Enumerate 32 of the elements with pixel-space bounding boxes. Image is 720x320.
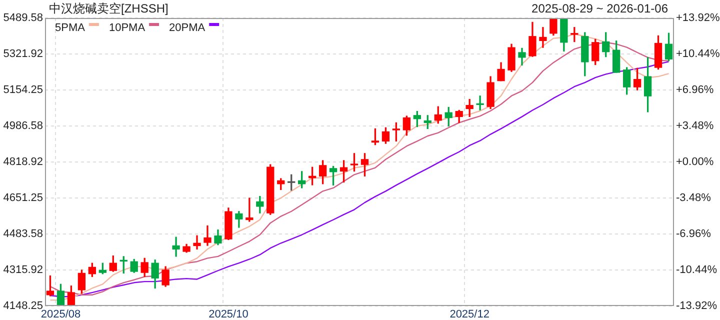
y-tick-label: 4148.25 (3, 300, 43, 312)
y2-tick-label: -6.96% (676, 228, 712, 240)
y2-tick-label: +3.48% (676, 120, 714, 132)
y2-tick-label: +0.00% (676, 156, 714, 168)
y-tick-label: 5489.58 (3, 12, 43, 24)
x-tick-label: 2025/12 (450, 308, 490, 320)
candlestick (246, 198, 254, 222)
y-tick-label: 4818.92 (3, 156, 43, 168)
y2-tick-label: +6.96% (676, 84, 714, 96)
candlestick (466, 98, 474, 118)
y-tick-label: 5321.92 (3, 48, 43, 60)
y2-tick-label: -10.44% (676, 264, 718, 276)
y-tick-label: 4651.25 (3, 192, 43, 204)
chart-subtitle: 2025-08-29 ~ 2026-01-06 (532, 1, 668, 16)
legend-label: 20PMA (169, 22, 206, 34)
y2-tick-label: -3.48% (676, 192, 712, 204)
y-tick-label: 5154.25 (3, 84, 43, 96)
candlestick (539, 27, 547, 48)
candlestick (172, 236, 180, 257)
legend-label: 10PMA (108, 22, 146, 34)
x-tick-label: 2025/08 (40, 308, 81, 320)
y-tick-label: 4986.58 (3, 120, 43, 132)
y-tick-label: 4315.92 (3, 264, 43, 276)
legend-label: 5PMA (55, 22, 86, 34)
chart-title: 中汉烧碱卖空[ZHSSH] (49, 1, 168, 16)
y2-tick-label: +13.92% (676, 12, 720, 24)
candlestick (193, 235, 201, 250)
y2-tick-label: +10.44% (676, 48, 720, 60)
y-tick-label: 4483.58 (3, 228, 43, 240)
x-tick-label: 2025/10 (208, 308, 248, 320)
candlestick (476, 96, 484, 110)
y2-tick-label: -13.92% (676, 300, 718, 312)
